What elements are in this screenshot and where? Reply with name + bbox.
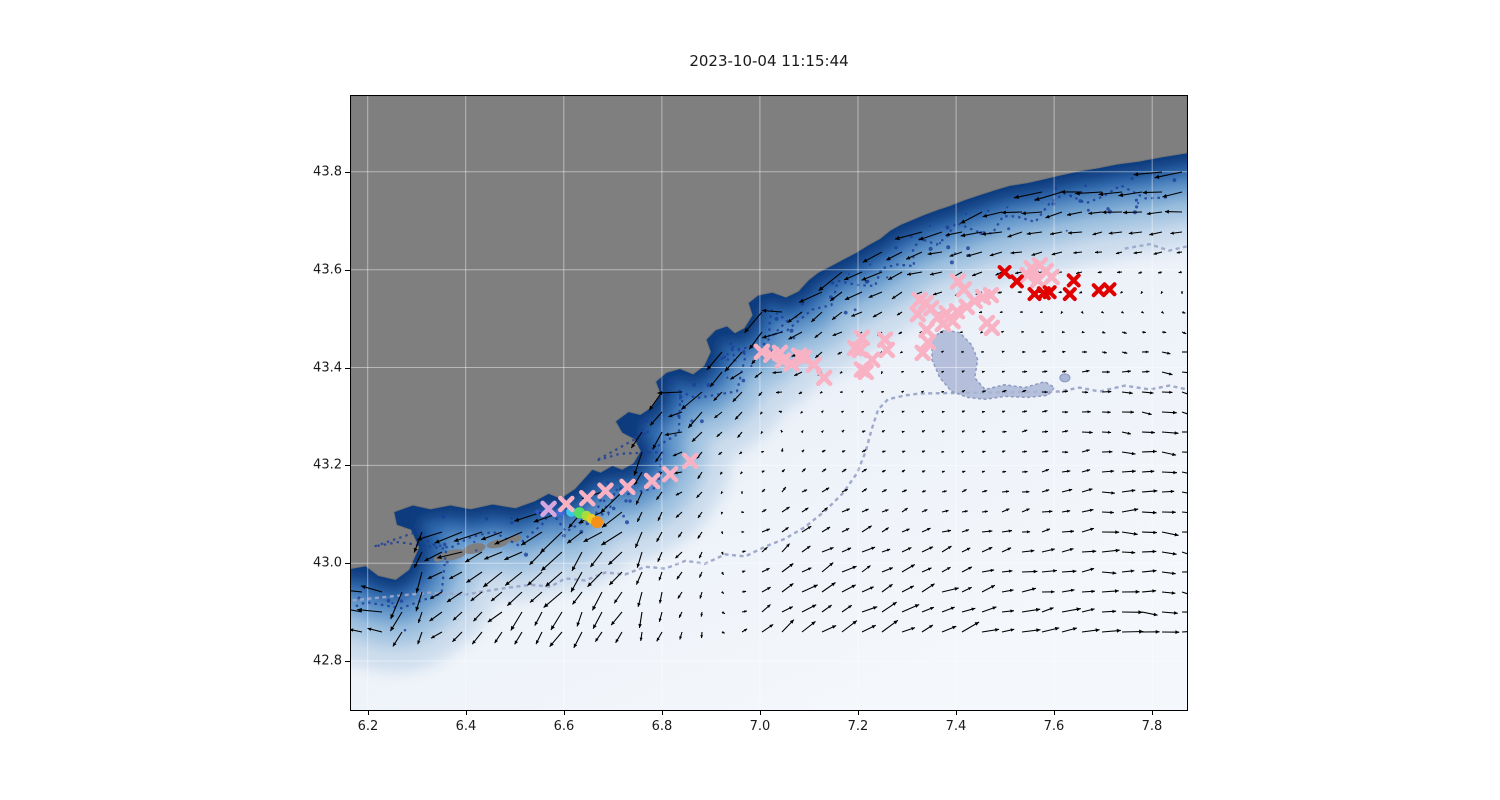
x-tick-label: 7.8 (1141, 719, 1163, 734)
y-tick-label: 43.0 (313, 555, 342, 571)
violet-x-marker (540, 500, 557, 518)
x-tick-label: 7.4 (945, 719, 967, 734)
pink-x-marker (878, 341, 896, 359)
pink-x-marker (805, 356, 823, 373)
map-canvas (351, 96, 1187, 710)
pink-x-marker (661, 465, 679, 483)
red-x-marker (1009, 274, 1024, 289)
x-tick-mark (662, 711, 663, 715)
shallow-bank (931, 329, 1056, 401)
violet-x-marker (540, 500, 557, 518)
y-tick-mark (345, 563, 350, 564)
isobath-light-contour (352, 242, 1187, 602)
x-tick-mark (956, 711, 957, 715)
pink-x-marker (579, 489, 596, 507)
y-tick-label: 43.2 (313, 457, 342, 473)
map-axes (350, 95, 1188, 711)
pink-x-marker (944, 312, 961, 330)
x-tick-label: 6.8 (651, 719, 673, 734)
x-tick-label: 7.0 (749, 719, 771, 734)
gridlines (351, 96, 1187, 710)
pink-x-marker (909, 305, 927, 323)
trajectory-small-dot (535, 509, 540, 515)
pink-x-marker (983, 319, 1001, 337)
island (463, 543, 486, 554)
pink-x-marker (1043, 268, 1060, 286)
red-x-marker (1102, 282, 1117, 297)
x-tick-label: 6.2 (357, 719, 379, 734)
x-tick-mark (760, 711, 761, 715)
pink-x-marker (948, 303, 966, 320)
x-tick-label: 7.6 (1043, 719, 1065, 734)
y-tick-mark (345, 270, 350, 271)
pink-x-marker (643, 472, 661, 490)
y-tick-label: 43.6 (313, 262, 342, 278)
pink-x-marker (914, 344, 931, 362)
red-x-marker (1091, 283, 1106, 298)
pink-x-marker (682, 452, 699, 470)
x-tick-label: 6.6 (553, 719, 575, 734)
y-tick-label: 43.4 (313, 360, 342, 376)
y-tick-mark (345, 172, 350, 173)
x-tick-mark (1152, 711, 1153, 715)
y-tick-mark (345, 661, 350, 662)
land-polygon (351, 96, 1187, 580)
x-tick-mark (1054, 711, 1055, 715)
pink-x-marker (955, 281, 973, 298)
pink-x-marker (857, 363, 875, 381)
bathymetry-speckles (357, 173, 1177, 632)
y-tick-mark (345, 465, 350, 466)
quiver-layer (351, 171, 1187, 649)
x-tick-mark (564, 711, 565, 715)
red-x-marker (1066, 273, 1081, 288)
pink-x-marker (815, 369, 833, 387)
x-tick-mark (466, 711, 467, 715)
trajectory-dot (591, 516, 604, 529)
red-x-marker (1062, 287, 1077, 302)
y-tick-label: 43.8 (313, 164, 342, 180)
pink-x-marker (918, 321, 935, 339)
pink-x-marker (919, 333, 937, 351)
plot-title: 2023-10-04 11:15:44 (689, 52, 849, 70)
pink-x-marker (1019, 266, 1036, 284)
x-tick-label: 7.2 (847, 719, 869, 734)
x-tick-mark (858, 711, 859, 715)
pink-x-markers (558, 257, 1060, 513)
y-tick-label: 42.8 (313, 653, 342, 669)
pink-x-marker (619, 478, 636, 496)
pink-x-marker (558, 495, 575, 513)
y-tick-mark (345, 368, 350, 369)
red-x-marker (997, 265, 1012, 280)
red-x-markers (997, 265, 1117, 302)
x-tick-label: 6.4 (455, 719, 477, 734)
pink-x-marker (597, 482, 614, 500)
red-x-marker (1042, 285, 1057, 300)
x-tick-mark (368, 711, 369, 715)
pink-x-marker (1029, 272, 1047, 289)
pink-x-marker (982, 286, 1000, 304)
